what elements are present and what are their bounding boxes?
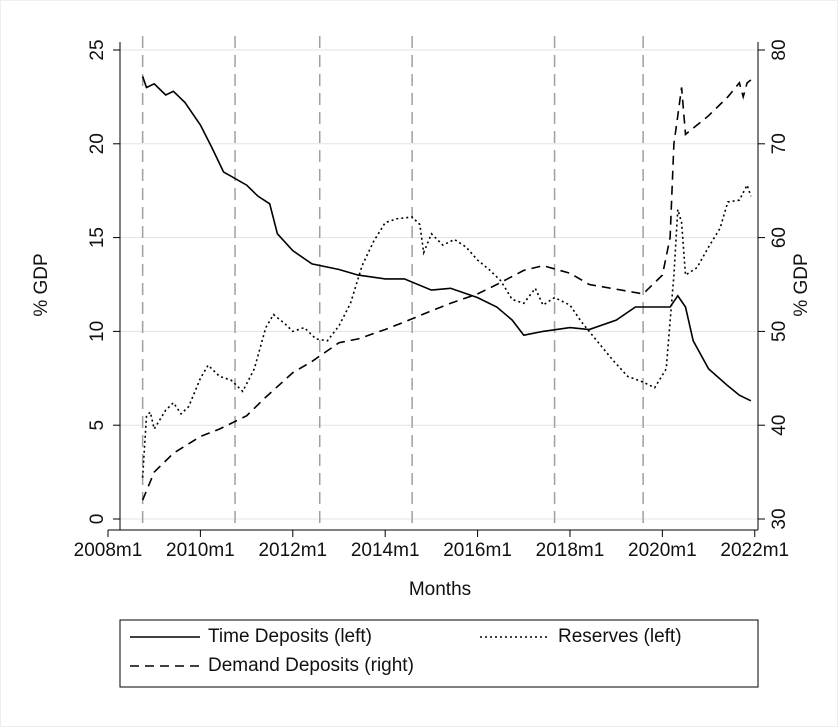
y2-tick-label: 70	[769, 133, 790, 154]
y-tick-label: 10	[87, 321, 108, 342]
legend-box	[119, 619, 759, 688]
y-axis-title: % GDP	[31, 253, 52, 316]
y-tick-label: 15	[87, 227, 108, 248]
y2-tick-label: 50	[769, 321, 790, 342]
series-line	[141, 79, 752, 501]
series-line	[141, 76, 752, 402]
legend-label: Demand Deposits (right)	[208, 655, 414, 676]
y2-tick-label: 30	[769, 508, 790, 529]
x-tick-label: 2014m1	[351, 540, 420, 561]
y2-tick-label: 80	[769, 39, 790, 60]
y-tick-label: 25	[87, 39, 108, 60]
x-tick-label: 2020m1	[628, 540, 697, 561]
y2-tick-label: 60	[769, 227, 790, 248]
y2-tick-label: 40	[769, 415, 790, 436]
y2-axis-title: % GDP	[791, 253, 812, 316]
x-tick-label: 2018m1	[536, 540, 605, 561]
legend-label: Time Deposits (left)	[208, 626, 372, 647]
series-line	[141, 183, 752, 478]
x-tick-label: 2008m1	[74, 540, 143, 561]
x-tick-label: 2010m1	[166, 540, 235, 561]
y-tick-label: 0	[87, 514, 108, 525]
x-tick-label: 2012m1	[258, 540, 327, 561]
y-tick-label: 20	[87, 133, 108, 154]
x-tick-label: 2022m1	[720, 540, 789, 561]
x-axis-title: Months	[409, 579, 471, 600]
y-tick-label: 5	[87, 420, 108, 431]
legend-label: Reserves (left)	[558, 626, 682, 647]
x-tick-label: 2016m1	[443, 540, 512, 561]
